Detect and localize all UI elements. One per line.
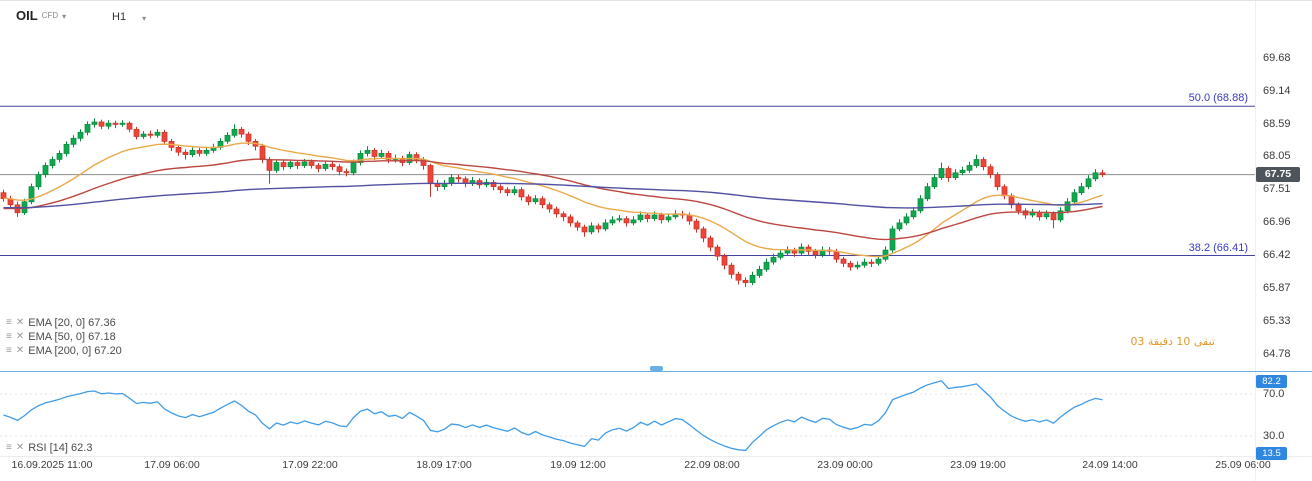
current-price-badge: 67.75 [1256, 167, 1300, 182]
rsi-axis-label: 70.0 [1263, 388, 1285, 400]
price-axis-label: 66.42 [1263, 249, 1291, 261]
indicator-close-icon[interactable]: ✕ [15, 317, 25, 328]
rsi-upper-badge: 82.2 [1256, 375, 1287, 388]
indicator-legend-rsi: ≡ ✕ RSI [14] 62.3 [6, 441, 92, 455]
symbol-label: OIL [16, 8, 38, 23]
indicator-legend-ema20: ≡ ✕ EMA [20, 0] 67.36 [6, 316, 116, 330]
ema-50-line [3, 158, 1103, 241]
time-axis-label: 23.09 00:00 [817, 459, 873, 471]
symbol-selector[interactable]: OIL CFD ▾ [16, 9, 66, 23]
indicator-settings-icon[interactable]: ≡ [6, 442, 12, 453]
time-axis-label: 23.09 19:00 [950, 459, 1006, 471]
fib-level-label-50: 50.0 (68.88) [1188, 92, 1248, 104]
ema-20-line [3, 142, 1103, 258]
chevron-down-icon: ▾ [62, 12, 67, 21]
fib-level-label-382: 38.2 (66.41) [1188, 242, 1248, 254]
indicator-legend-ema50: ≡ ✕ EMA [50, 0] 67.18 [6, 330, 116, 344]
price-axis-label: 66.96 [1263, 216, 1291, 228]
time-axis-label: 22.09 08:00 [684, 459, 740, 471]
time-axis[interactable]: 16.09.2025 11:00 17.09 06:00 17.09 22:00 18… [0, 457, 1312, 481]
indicator-close-icon[interactable]: ✕ [15, 331, 25, 342]
price-axis-label: 64.78 [1263, 348, 1291, 360]
indicator-settings-icon[interactable]: ≡ [6, 331, 12, 342]
price-axis-label: 67.51 [1263, 183, 1291, 195]
timeframe-selector[interactable]: H1 ▾ [112, 11, 146, 24]
indicator-close-icon[interactable]: ✕ [15, 442, 25, 453]
rsi-panel-resize-handle [650, 366, 663, 371]
price-axis-label: 65.87 [1263, 282, 1291, 294]
time-axis-label: 24.09 14:00 [1082, 459, 1138, 471]
price-axis-label: 65.33 [1263, 315, 1291, 327]
time-axis-label: 17.09 22:00 [282, 459, 338, 471]
indicator-settings-icon[interactable]: ≡ [6, 345, 12, 356]
ema-200-line [3, 182, 1103, 209]
price-axis-label: 68.05 [1263, 150, 1291, 162]
bar-countdown: تبقى 10 دقيقة 03 [1130, 335, 1215, 348]
timeframe-label: H1 [112, 11, 127, 23]
price-axis[interactable]: 69.68 69.14 68.59 68.05 67.51 66.96 66.42 65.87… [1256, 1, 1312, 481]
indicator-label: EMA [50, 0] 67.18 [28, 331, 116, 343]
price-axis-label: 69.14 [1263, 85, 1291, 97]
indicator-label: RSI [14] 62.3 [28, 442, 93, 454]
time-axis-label: 16.09.2025 11:00 [11, 459, 93, 471]
time-axis-label: 17.09 06:00 [144, 459, 200, 471]
time-axis-label: 18.09 17:00 [416, 459, 472, 471]
rsi-line [3, 380, 1103, 452]
time-axis-label: 19.09 12:00 [550, 459, 606, 471]
indicator-close-icon[interactable]: ✕ [15, 345, 25, 356]
symbol-type-label: CFD [41, 11, 59, 20]
rsi-axis-label: 30.0 [1263, 430, 1285, 442]
indicator-legend-ema200: ≡ ✕ EMA [200, 0] 67.20 [6, 344, 122, 358]
indicator-label: EMA [20, 0] 67.36 [28, 317, 116, 329]
indicator-settings-icon[interactable]: ≡ [6, 317, 12, 328]
indicator-label: EMA [200, 0] 67.20 [28, 345, 122, 357]
time-axis-label: 25.09 06:00 [1215, 459, 1271, 471]
price-axis-label: 68.59 [1263, 118, 1291, 130]
chevron-down-icon: ▾ [142, 14, 147, 23]
price-axis-label: 69.68 [1263, 52, 1291, 64]
rsi-lower-badge: 13.5 [1256, 447, 1287, 460]
